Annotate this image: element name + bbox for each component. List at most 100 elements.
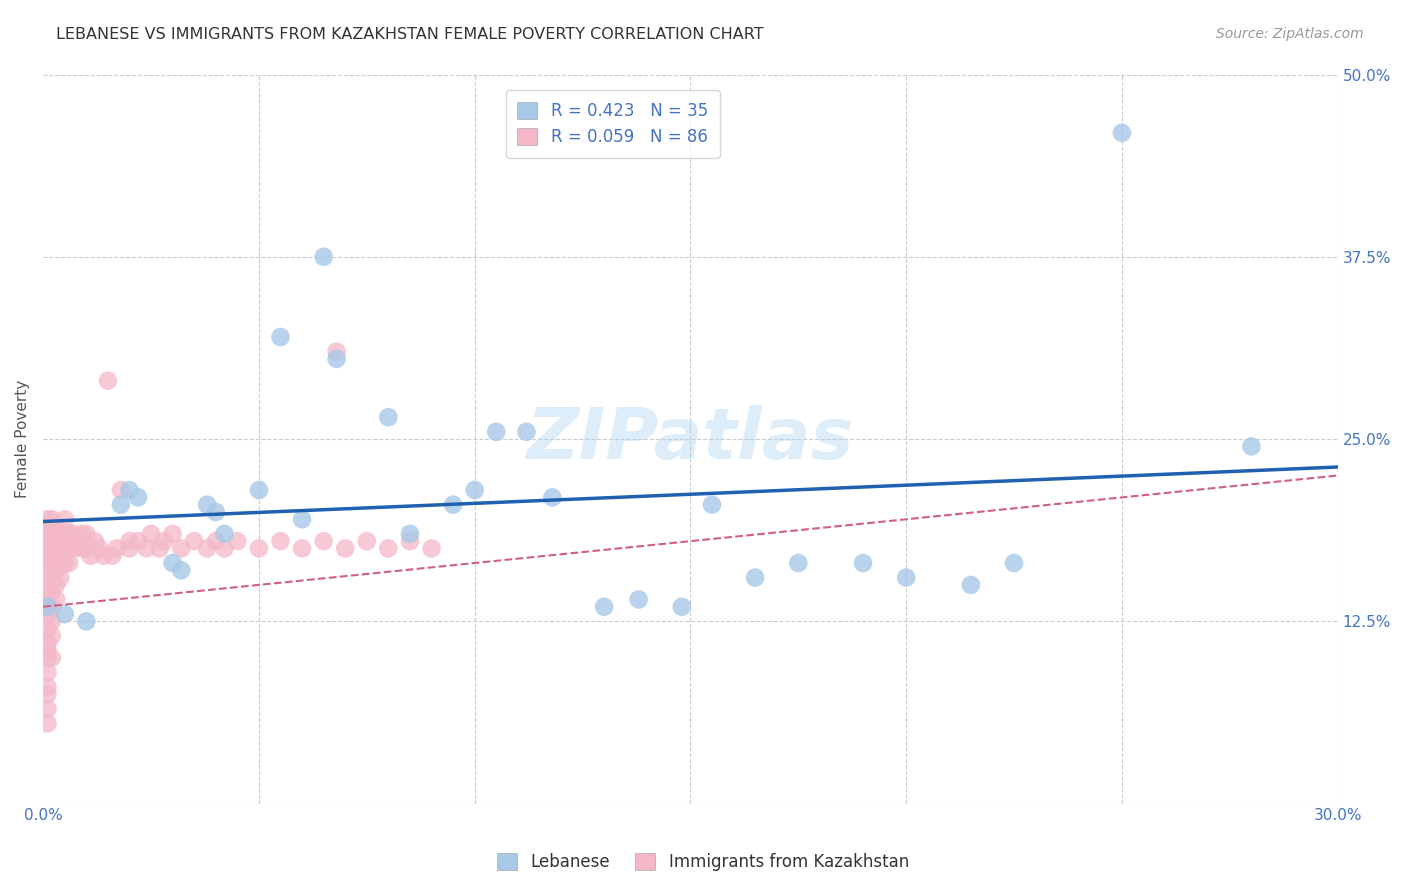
Immigrants from Kazakhstan <box>53 556 76 570</box>
Immigrants from Kazakhstan <box>149 541 172 556</box>
Lebanese <box>118 483 141 497</box>
Immigrants from Kazakhstan <box>58 556 80 570</box>
Lebanese <box>204 505 226 519</box>
Lebanese <box>852 556 875 570</box>
Immigrants from Kazakhstan <box>127 534 149 549</box>
Lebanese <box>1111 126 1133 140</box>
Immigrants from Kazakhstan <box>170 541 193 556</box>
Immigrants from Kazakhstan <box>37 643 59 657</box>
Immigrants from Kazakhstan <box>325 344 347 359</box>
Lebanese <box>1002 556 1025 570</box>
Immigrants from Kazakhstan <box>105 541 128 556</box>
Immigrants from Kazakhstan <box>45 549 67 563</box>
Lebanese <box>291 512 314 526</box>
Lebanese <box>464 483 486 497</box>
Immigrants from Kazakhstan <box>49 541 72 556</box>
Immigrants from Kazakhstan <box>89 541 111 556</box>
Legend: Lebanese, Immigrants from Kazakhstan: Lebanese, Immigrants from Kazakhstan <box>489 845 917 880</box>
Immigrants from Kazakhstan <box>41 585 63 599</box>
Immigrants from Kazakhstan <box>37 687 59 701</box>
Immigrants from Kazakhstan <box>41 650 63 665</box>
Immigrants from Kazakhstan <box>84 534 107 549</box>
Immigrants from Kazakhstan <box>66 534 89 549</box>
Immigrants from Kazakhstan <box>101 549 124 563</box>
Immigrants from Kazakhstan <box>37 636 59 650</box>
Lebanese <box>170 563 193 577</box>
Immigrants from Kazakhstan <box>75 526 97 541</box>
Immigrants from Kazakhstan <box>335 541 357 556</box>
Lebanese <box>247 483 270 497</box>
Lebanese <box>214 526 236 541</box>
Immigrants from Kazakhstan <box>75 541 97 556</box>
Lebanese <box>110 498 132 512</box>
Immigrants from Kazakhstan <box>45 563 67 577</box>
Lebanese <box>1240 439 1263 453</box>
Immigrants from Kazakhstan <box>153 534 176 549</box>
Legend: R = 0.423   N = 35, R = 0.059   N = 86: R = 0.423 N = 35, R = 0.059 N = 86 <box>506 90 720 158</box>
Immigrants from Kazakhstan <box>93 549 115 563</box>
Immigrants from Kazakhstan <box>37 716 59 731</box>
Immigrants from Kazakhstan <box>118 534 141 549</box>
Lebanese <box>162 556 184 570</box>
Immigrants from Kazakhstan <box>41 615 63 629</box>
Immigrants from Kazakhstan <box>110 483 132 497</box>
Lebanese <box>894 571 917 585</box>
Lebanese <box>960 578 983 592</box>
Immigrants from Kazakhstan <box>53 512 76 526</box>
Lebanese <box>325 351 347 366</box>
Immigrants from Kazakhstan <box>214 541 236 556</box>
Immigrants from Kazakhstan <box>37 526 59 541</box>
Immigrants from Kazakhstan <box>291 541 314 556</box>
Lebanese <box>671 599 693 614</box>
Immigrants from Kazakhstan <box>70 541 93 556</box>
Immigrants from Kazakhstan <box>37 571 59 585</box>
Lebanese <box>53 607 76 621</box>
Immigrants from Kazakhstan <box>37 680 59 694</box>
Immigrants from Kazakhstan <box>62 526 84 541</box>
Y-axis label: Female Poverty: Female Poverty <box>15 380 30 499</box>
Text: LEBANESE VS IMMIGRANTS FROM KAZAKHSTAN FEMALE POVERTY CORRELATION CHART: LEBANESE VS IMMIGRANTS FROM KAZAKHSTAN F… <box>56 27 763 42</box>
Immigrants from Kazakhstan <box>41 599 63 614</box>
Immigrants from Kazakhstan <box>135 541 157 556</box>
Immigrants from Kazakhstan <box>37 549 59 563</box>
Immigrants from Kazakhstan <box>70 526 93 541</box>
Immigrants from Kazakhstan <box>247 541 270 556</box>
Text: ZIPatlas: ZIPatlas <box>527 405 853 474</box>
Lebanese <box>593 599 616 614</box>
Lebanese <box>195 498 218 512</box>
Immigrants from Kazakhstan <box>41 556 63 570</box>
Lebanese <box>787 556 810 570</box>
Immigrants from Kazakhstan <box>58 541 80 556</box>
Immigrants from Kazakhstan <box>37 607 59 621</box>
Lebanese <box>399 526 422 541</box>
Immigrants from Kazakhstan <box>45 519 67 533</box>
Immigrants from Kazakhstan <box>37 622 59 636</box>
Lebanese <box>377 410 399 425</box>
Immigrants from Kazakhstan <box>49 556 72 570</box>
Lebanese <box>127 491 149 505</box>
Immigrants from Kazakhstan <box>226 534 249 549</box>
Immigrants from Kazakhstan <box>37 665 59 680</box>
Immigrants from Kazakhstan <box>37 650 59 665</box>
Immigrants from Kazakhstan <box>195 541 218 556</box>
Immigrants from Kazakhstan <box>420 541 443 556</box>
Lebanese <box>441 498 464 512</box>
Immigrants from Kazakhstan <box>37 585 59 599</box>
Text: Source: ZipAtlas.com: Source: ZipAtlas.com <box>1216 27 1364 41</box>
Lebanese <box>700 498 723 512</box>
Immigrants from Kazakhstan <box>41 629 63 643</box>
Immigrants from Kazakhstan <box>162 526 184 541</box>
Immigrants from Kazakhstan <box>41 571 63 585</box>
Immigrants from Kazakhstan <box>49 571 72 585</box>
Immigrants from Kazakhstan <box>37 512 59 526</box>
Immigrants from Kazakhstan <box>58 526 80 541</box>
Immigrants from Kazakhstan <box>62 541 84 556</box>
Immigrants from Kazakhstan <box>37 592 59 607</box>
Immigrants from Kazakhstan <box>49 526 72 541</box>
Immigrants from Kazakhstan <box>377 541 399 556</box>
Immigrants from Kazakhstan <box>45 592 67 607</box>
Immigrants from Kazakhstan <box>37 537 59 551</box>
Immigrants from Kazakhstan <box>97 374 120 388</box>
Immigrants from Kazakhstan <box>356 534 378 549</box>
Immigrants from Kazakhstan <box>204 534 226 549</box>
